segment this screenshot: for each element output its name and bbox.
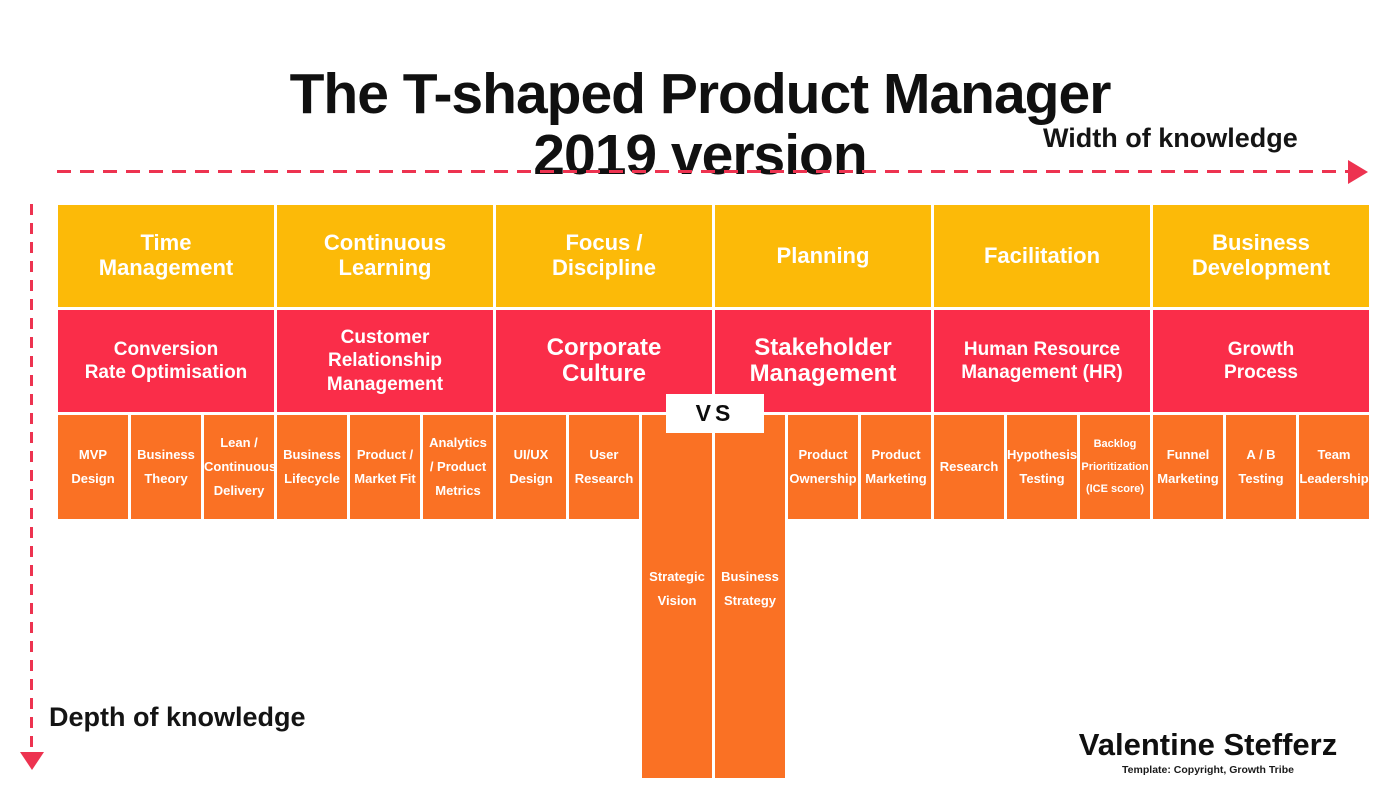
width-block-3: Planning [715, 205, 931, 307]
skill-cell-8-label: Strategic Vision [649, 569, 705, 609]
skill-cell-1-label: Business Theory [137, 446, 195, 486]
page-title: The T-shaped Product Manager 2019 versio… [289, 62, 1112, 187]
width-block-2: Focus / Discipline [496, 205, 712, 307]
width-block-1-label: Continuous Learning [323, 230, 447, 280]
skill-cell-15-label: Funnel Marketing [1157, 446, 1219, 486]
width-axis-arrowhead-icon [1348, 160, 1368, 184]
skill-cell-13: Hypothesis Testing [1007, 415, 1077, 519]
skill-cell-16-label: A / B Testing [1238, 446, 1284, 486]
middle-block-4: Human Resource Management (HR) [934, 310, 1150, 412]
skill-cell-11: Product Marketing [861, 415, 931, 519]
middle-block-5-label: Growth Process [1224, 338, 1298, 383]
author-credit: Valentine Stefferz [1078, 727, 1338, 762]
middle-block-1: Customer Relationship Management [277, 310, 493, 412]
skill-cell-1: Business Theory [131, 415, 201, 519]
template-copyright: Template: Copyright, Growth Tribe [1122, 764, 1294, 776]
width-axis-dashed-line [57, 170, 1349, 173]
width-block-3-label: Planning [776, 242, 870, 268]
middle-block-0: Conversion Rate Optimisation [58, 310, 274, 412]
skill-cell-3-label: Business Lifecycle [283, 446, 341, 486]
skill-cell-2-label: Lean / Continuous Delivery [204, 434, 277, 499]
skill-cell-6: UI/UX Design [496, 415, 566, 519]
depth-axis-dashed-line [30, 204, 33, 750]
middle-block-2: Corporate Culture [496, 310, 712, 412]
skill-cell-11-label: Product Marketing [865, 446, 927, 486]
middle-block-3-label: Stakeholder Management [749, 334, 897, 387]
skill-cell-8: Strategic Vision [642, 415, 712, 778]
skill-cell-9-label: Business Strategy [721, 569, 779, 609]
width-block-2-label: Focus / Discipline [552, 230, 656, 280]
middle-block-0-label: Conversion Rate Optimisation [84, 338, 248, 383]
width-block-1: Continuous Learning [277, 205, 493, 307]
skill-cell-6-label: UI/UX Design [509, 446, 553, 486]
skill-cell-15: Funnel Marketing [1153, 415, 1223, 519]
skill-cell-9: Business Strategy [715, 415, 785, 778]
width-block-0-label: Time Management [98, 230, 234, 280]
skill-cell-7-label: User Research [574, 446, 634, 486]
width-block-4: Facilitation [934, 205, 1150, 307]
skill-cell-10-label: Product Ownership [789, 446, 857, 486]
width-block-4-label: Facilitation [983, 242, 1101, 268]
middle-block-5: Growth Process [1153, 310, 1369, 412]
middle-block-2-label: Corporate Culture [546, 334, 662, 387]
skill-cell-0: MVP Design [58, 415, 128, 519]
skill-cell-13-label: Hypothesis Testing [1007, 446, 1078, 486]
skill-cell-4: Product / Market Fit [350, 415, 420, 519]
depth-of-knowledge-label: Depth of knowledge [49, 702, 306, 732]
skill-cell-3: Business Lifecycle [277, 415, 347, 519]
skill-cell-7: User Research [569, 415, 639, 519]
skill-cell-12: Research [934, 415, 1004, 519]
skill-cell-17-label: Team Leadership [1299, 446, 1369, 486]
skill-cell-17: Team Leadership [1299, 415, 1369, 519]
middle-block-4-label: Human Resource Management (HR) [961, 338, 1123, 383]
skill-cell-10: Product Ownership [788, 415, 858, 519]
skill-cell-2: Lean / Continuous Delivery [204, 415, 277, 519]
skill-cell-14-label: Backlog Prioritization (ICE score) [1081, 438, 1149, 496]
middle-block-1-label: Customer Relationship Management [326, 327, 444, 395]
skill-cell-0-label: MVP Design [71, 446, 115, 486]
skill-cell-4-label: Product / Market Fit [354, 446, 416, 486]
skill-cell-14: Backlog Prioritization (ICE score) [1080, 415, 1150, 519]
skill-cell-5: Analytics / Product Metrics [423, 415, 493, 519]
skill-cell-5-label: Analytics / Product Metrics [429, 434, 487, 499]
skill-cell-12-label: Research [939, 458, 999, 474]
width-block-5-label: Business Development [1191, 230, 1331, 280]
skill-cell-16: A / B Testing [1226, 415, 1296, 519]
width-block-5: Business Development [1153, 205, 1369, 307]
width-block-0: Time Management [58, 205, 274, 307]
depth-axis-arrowhead-icon [20, 752, 44, 770]
width-of-knowledge-label: Width of knowledge [1043, 123, 1298, 153]
vs-badge: VS [666, 394, 764, 433]
